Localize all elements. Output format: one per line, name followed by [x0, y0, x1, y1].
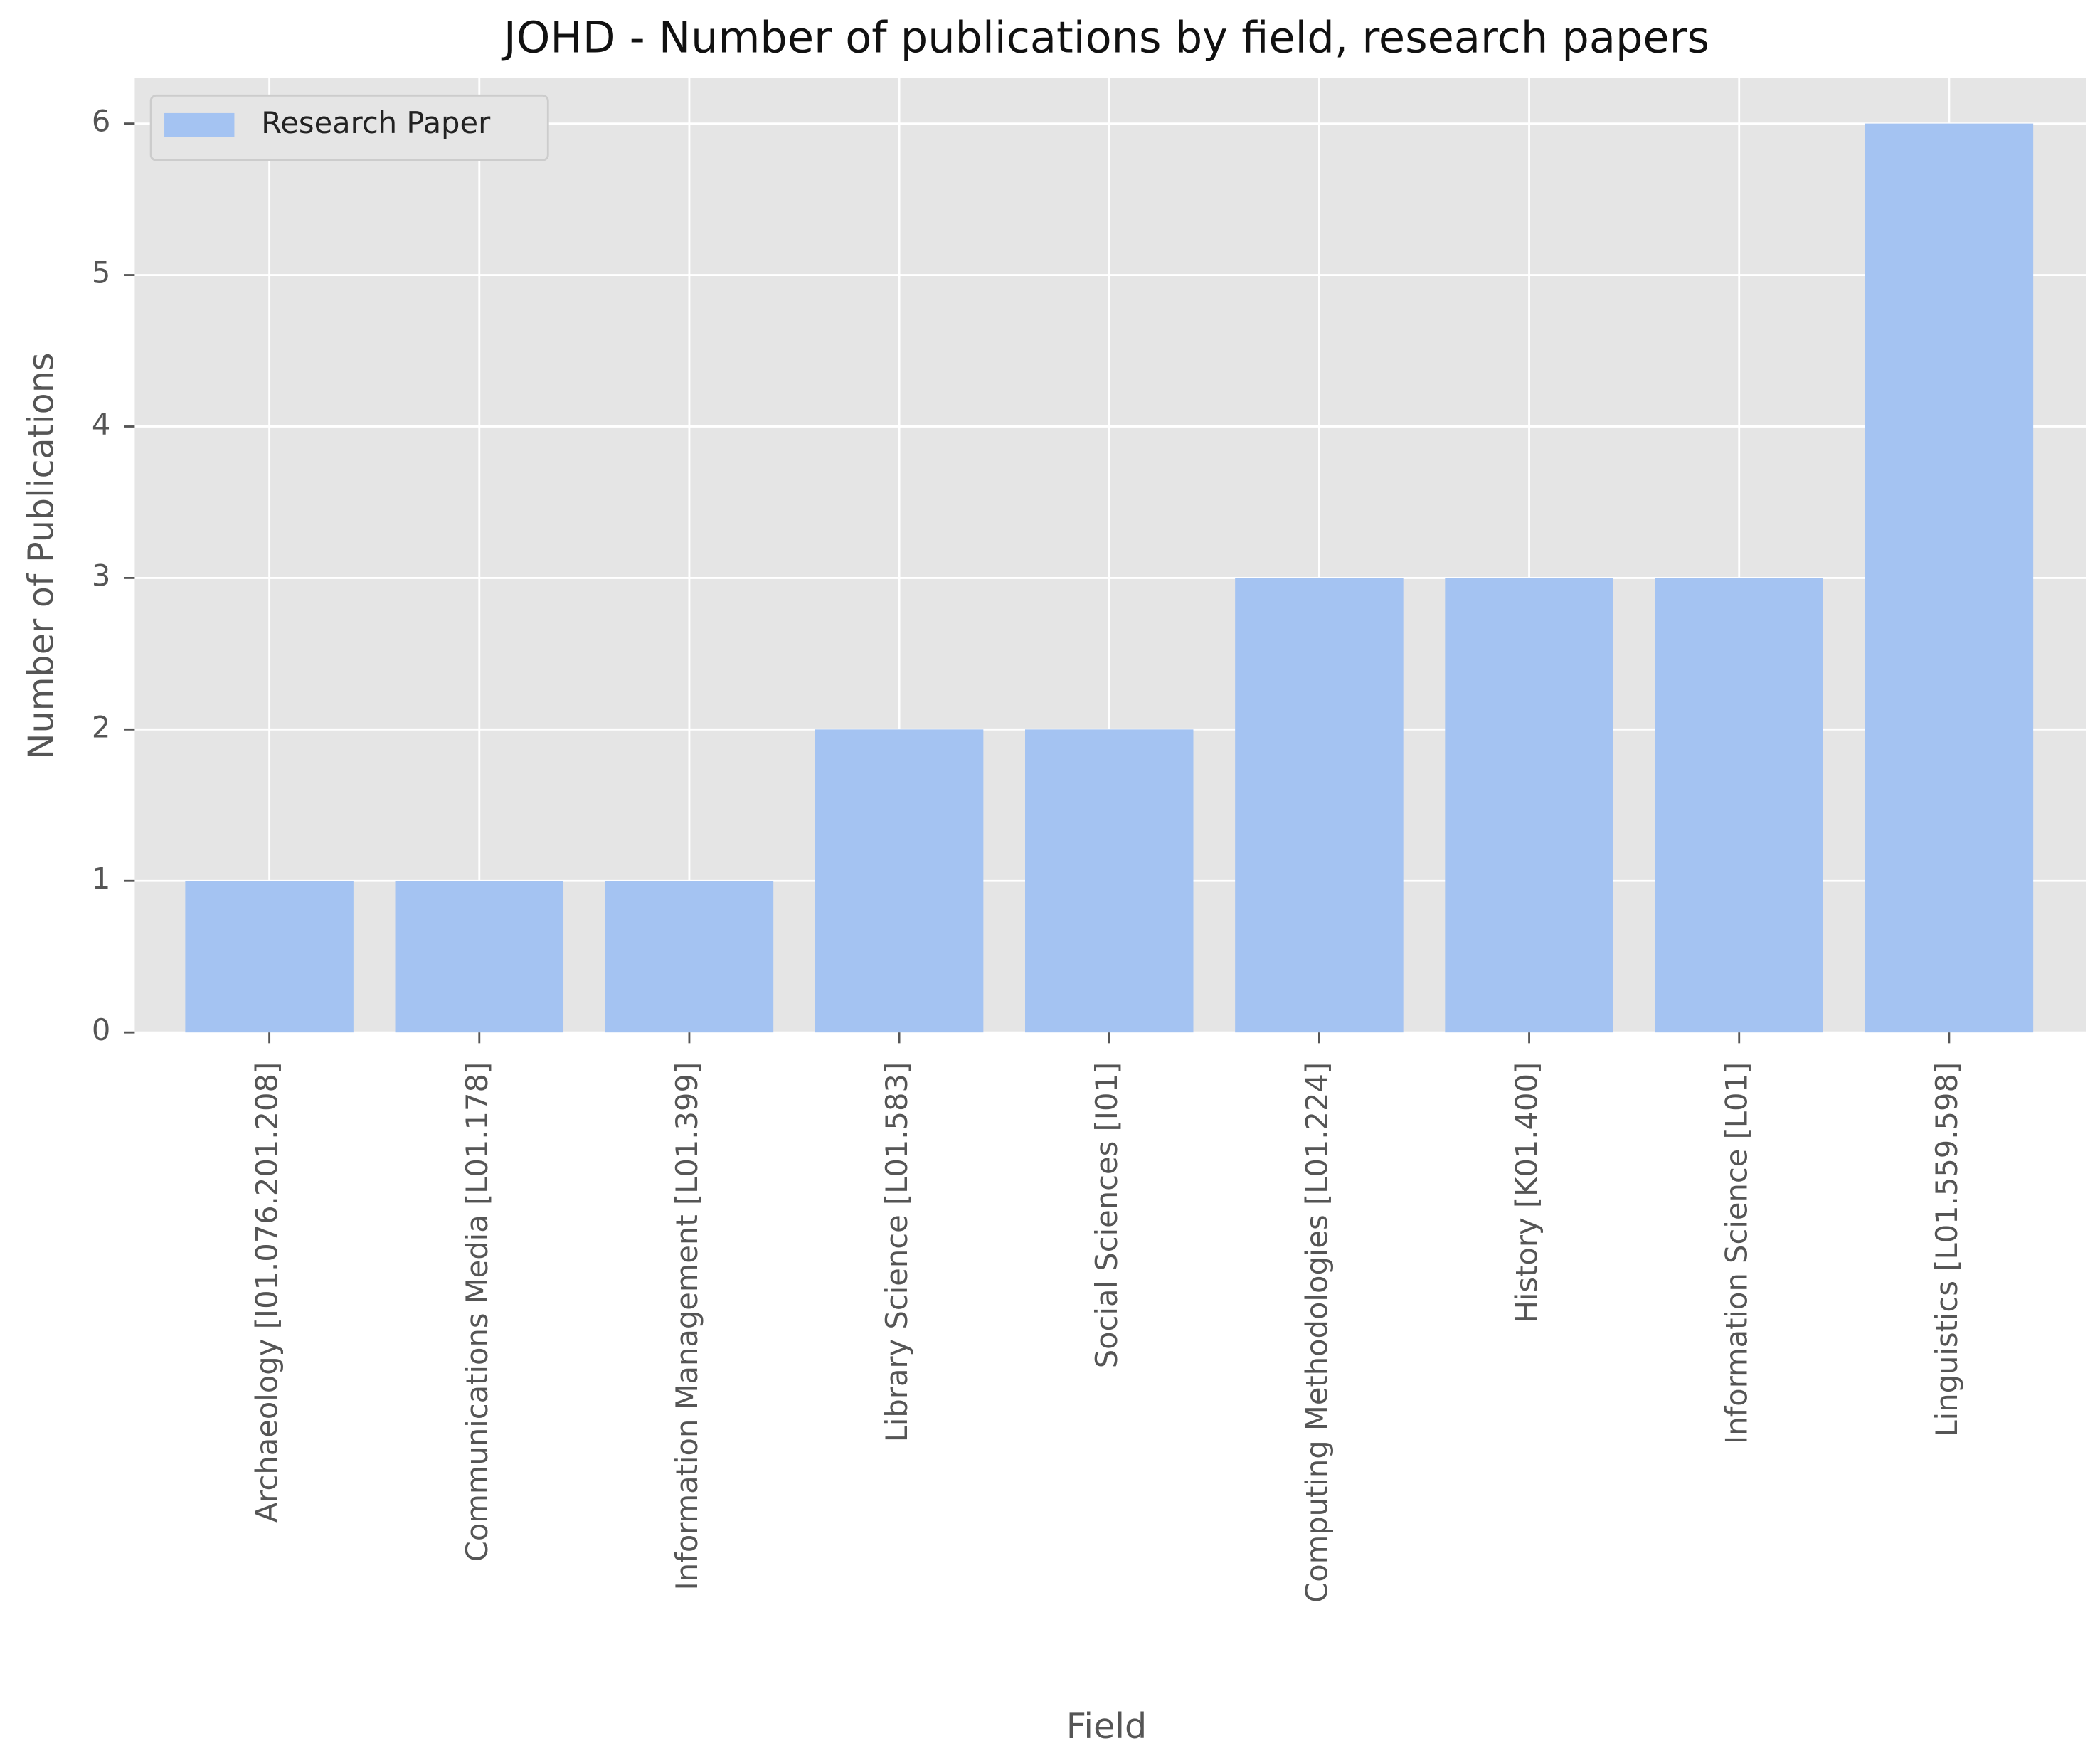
x-tick-label: History [K01.400]	[1510, 1062, 1544, 1323]
y-tick-label: 0	[92, 1012, 110, 1047]
legend: Research Paper	[149, 94, 549, 161]
x-tick-label: Information Management [L01.399]	[669, 1062, 704, 1591]
x-tick-label: Library Science [L01.583]	[879, 1062, 914, 1442]
bars	[185, 123, 2034, 1033]
bar	[1865, 123, 2034, 1033]
bar	[1024, 729, 1194, 1033]
x-axis-label: Field	[1066, 1705, 1147, 1747]
bar	[185, 881, 354, 1033]
y-tick-label: 3	[92, 558, 110, 593]
y-tick-label: 5	[92, 255, 110, 290]
x-tick-label: Social Sciences [I01]	[1089, 1062, 1124, 1368]
bar	[395, 881, 564, 1033]
y-axis-label: Number of Publications	[20, 352, 61, 759]
y-tick-label: 1	[92, 861, 110, 896]
chart-title: JOHD - Number of publications by field, …	[501, 13, 1709, 63]
legend-label: Research Paper	[261, 105, 491, 140]
legend-swatch	[164, 112, 235, 137]
bar	[605, 881, 774, 1033]
x-tick-label: Computing Methodologies [L01.224]	[1299, 1062, 1334, 1603]
bar	[1235, 578, 1404, 1033]
y-tick-label: 6	[92, 104, 110, 139]
x-tick-label: Linguistics [L01.559.598]	[1929, 1062, 1964, 1437]
bar	[815, 729, 984, 1033]
x-tick-label: Information Science [L01]	[1719, 1062, 1754, 1444]
bar	[1655, 578, 1823, 1033]
y-tick-label: 2	[92, 709, 110, 744]
y-tick-label: 4	[92, 406, 110, 441]
x-tick-label: Archaeology [I01.076.201.208]	[250, 1062, 285, 1523]
x-tick-label: Communications Media [L01.178]	[460, 1062, 494, 1562]
legend-box	[149, 94, 549, 161]
bar	[1445, 578, 1613, 1033]
